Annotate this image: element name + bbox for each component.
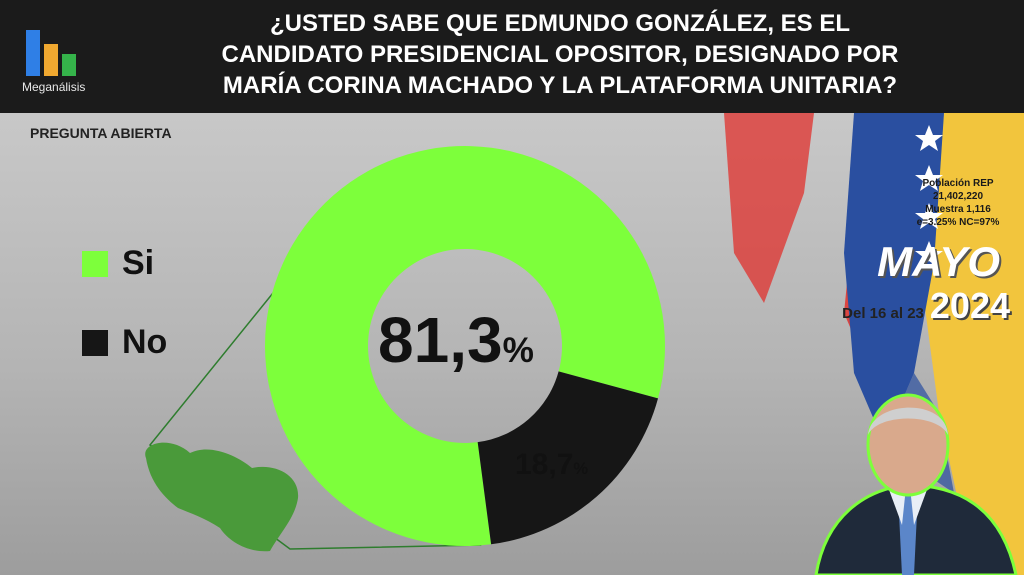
legend-label-no: No: [122, 323, 168, 361]
legend-swatch-no: [82, 329, 108, 356]
content-area: PREGUNTA ABIERTA 81,3% 18,7% Si No Pobla…: [0, 113, 1024, 575]
donut-slice-si: [264, 146, 665, 546]
question-type-label: PREGUNTA ABIERTA: [30, 125, 172, 141]
brand-name: Meganálisis: [22, 80, 86, 94]
legend-item-no: No: [82, 323, 167, 362]
meganalisis-logo: Meganálisis: [18, 18, 98, 98]
donut-slice-no: [477, 371, 659, 545]
candidate-photo: [814, 393, 1018, 575]
period-year: 2024: [929, 285, 1010, 326]
stats-line-2: 21,402,220: [932, 191, 984, 202]
stats-line-1: Población REP: [922, 178, 994, 189]
legend-item-si: Si: [82, 244, 167, 283]
period-month: MAYO: [877, 238, 1000, 285]
legend-label-si: Si: [122, 244, 155, 282]
period-range: Del 16 al 23: [842, 305, 924, 322]
data-label-no: 18,7%: [515, 448, 589, 481]
bar-chart-icon: [26, 26, 86, 76]
header: Meganálisis ¿USTED SABE QUE EDMUNDO GONZ…: [0, 0, 1024, 113]
legend-swatch-si: [82, 250, 108, 277]
legend: Si No: [82, 244, 167, 402]
period-dates: Del 16 al 23 2024: [842, 285, 1010, 327]
chart-title: ¿USTED SABE QUE EDMUNDO GONZÁLEZ, ES EL …: [221, 10, 899, 99]
stats-line-4: e=3.25% NC=97%: [916, 217, 1000, 228]
sample-stats: Población REP 21,402,220 Muestra 1,116 e…: [904, 177, 1012, 229]
data-label-si: 81,3%: [378, 304, 534, 376]
stats-line-3: Muestra 1,116: [925, 204, 991, 215]
donut-chart: [145, 146, 665, 552]
